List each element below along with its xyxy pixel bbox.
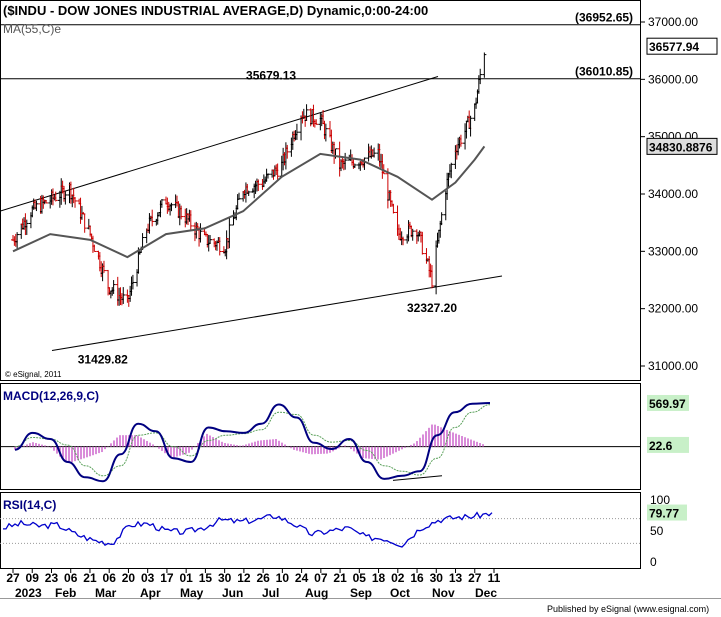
macd-line <box>14 402 491 483</box>
ma-label: MA(55,C)e <box>3 22 61 36</box>
macd-divergence-line <box>392 475 443 481</box>
x-day-label: 18 <box>372 571 386 585</box>
price-badge <box>646 37 718 55</box>
level-label: (36952.65) <box>575 11 633 25</box>
x-month-label: Aug <box>305 586 328 600</box>
x-month-label: Nov <box>432 586 455 600</box>
x-month-label: Jun <box>222 586 243 600</box>
price-badge-label: 36577.94 <box>649 40 699 54</box>
macd-badge <box>647 436 689 453</box>
price-tick-label: 32000.00 <box>648 302 698 316</box>
x-month-label: Oct <box>390 586 410 600</box>
x-month-label: May <box>180 586 204 600</box>
price-tick-label: 31000.00 <box>648 359 698 373</box>
x-day-label: 21 <box>333 571 347 585</box>
x-day-label: 12 <box>237 571 251 585</box>
x-day-label: 23 <box>45 571 59 585</box>
x-day-label: 01 <box>179 571 193 585</box>
x-day-label: 09 <box>26 571 40 585</box>
rsi-title: RSI(14,C) <box>3 498 56 512</box>
x-day-label: 30 <box>218 571 232 585</box>
x-day-label: 20 <box>122 571 136 585</box>
chart-title: ($INDU - DOW JONES INDUSTRIAL AVERAGE,D)… <box>3 3 428 18</box>
x-day-label: 02 <box>391 571 405 585</box>
x-day-label: 03 <box>141 571 155 585</box>
rsi-tick-label: 50 <box>650 524 664 538</box>
x-day-label: 16 <box>410 571 424 585</box>
macd-badge-label: 569.97 <box>649 397 686 411</box>
upper-channel-line <box>0 75 439 212</box>
rsi-line <box>3 511 493 548</box>
price-plot: (36952.65) (36010.85) 35679.13 31429.82 3232… <box>0 11 640 366</box>
x-month-label: Mar <box>95 586 117 600</box>
price-annotation: 35679.13 <box>246 69 296 83</box>
price-tick-label: 37000.00 <box>648 15 698 29</box>
x-day-label: 17 <box>160 571 174 585</box>
price-badge <box>646 137 718 155</box>
x-month-label: 2023 <box>15 586 42 600</box>
rsi-tick-label: 0 <box>650 555 657 569</box>
level-label: (36010.85) <box>575 65 633 79</box>
rsi-plot <box>0 511 640 548</box>
macd-badge <box>647 394 689 411</box>
x-day-label: 15 <box>199 571 213 585</box>
x-day-label: 21 <box>83 571 97 585</box>
publisher-text: Published by eSignal (www.esignal.com) <box>547 604 709 614</box>
x-day-label: 26 <box>256 571 270 585</box>
copyright-text: © eSignal, 2011 <box>5 370 62 379</box>
x-day-label: 13 <box>449 571 463 585</box>
x-day-label: 06 <box>64 571 78 585</box>
x-month-label: Feb <box>55 586 76 600</box>
price-annotation: 32327.20 <box>407 301 457 315</box>
price-panel <box>0 0 641 381</box>
x-day-label: 05 <box>353 571 367 585</box>
axes: 37000.0036000.0035000.0034000.0033000.00… <box>6 15 698 600</box>
rsi-badge-label: 79.77 <box>649 507 679 521</box>
value-badges: 36577.94 34830.8876 569.97 22.6 79.77 <box>646 37 718 521</box>
x-day-label: 11 <box>488 571 501 585</box>
macd-panel <box>0 383 641 490</box>
ma-line <box>12 145 486 259</box>
rsi-tick-label: 100 <box>650 493 670 507</box>
x-day-label: 30 <box>430 571 444 585</box>
x-day-label: 27 <box>6 571 20 585</box>
lower-channel-line <box>51 275 503 352</box>
macd-badge-label: 22.6 <box>649 439 673 453</box>
macd-title: MACD(12,26,9,C) <box>3 389 99 403</box>
price-tick-label: 34000.00 <box>648 187 698 201</box>
x-day-label: 06 <box>103 571 117 585</box>
x-day-label: 27 <box>468 571 482 585</box>
macd-plot <box>0 402 640 483</box>
price-tick-label: 33000.00 <box>648 244 698 258</box>
price-annotation: 31429.82 <box>78 352 128 366</box>
x-month-label: Jul <box>262 586 279 600</box>
x-day-label: 10 <box>276 571 290 585</box>
rsi-badge <box>647 504 687 521</box>
x-month-label: Dec <box>475 586 497 600</box>
x-day-label: 24 <box>295 571 309 585</box>
x-month-label: Sep <box>350 586 372 600</box>
x-day-label: 07 <box>314 571 328 585</box>
price-badge-label: 34830.8876 <box>649 140 713 154</box>
x-month-label: Apr <box>140 586 161 600</box>
price-tick-label: 36000.00 <box>648 72 698 86</box>
